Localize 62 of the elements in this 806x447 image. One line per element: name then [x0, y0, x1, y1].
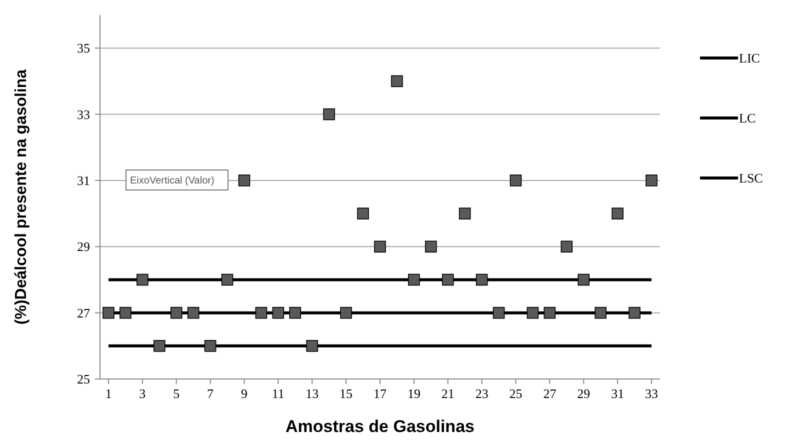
- point: [408, 274, 420, 286]
- y-tick-label: 29: [77, 239, 90, 254]
- x-tick-label: 25: [509, 386, 522, 401]
- y-tick-label: 31: [77, 173, 90, 188]
- point: [374, 240, 386, 253]
- x-tick-label: 9: [240, 386, 248, 401]
- point: [526, 306, 539, 319]
- point: [221, 274, 234, 286]
- point: [120, 306, 132, 319]
- x-tick-label: 31: [611, 386, 624, 401]
- point: [289, 306, 302, 319]
- x-axis-title: Amostras de Gasolinas: [286, 417, 474, 436]
- point: [357, 208, 369, 220]
- x-tick-label: 17: [374, 386, 387, 401]
- point: [238, 174, 250, 186]
- point: [510, 174, 522, 186]
- point: [187, 306, 200, 319]
- annotation: EixoVertical (Valor): [130, 176, 214, 186]
- x-tick-label: 5: [173, 386, 180, 401]
- x-tick-label: 33: [645, 386, 658, 401]
- legend-label: LC: [739, 110, 756, 126]
- x-tick-label: 21: [441, 386, 454, 401]
- x-tick-label: 19: [407, 386, 420, 401]
- point: [544, 306, 556, 319]
- point: [323, 108, 335, 120]
- x-tick-label: 29: [577, 386, 590, 401]
- x-tick-label: 13: [306, 386, 319, 401]
- point: [272, 306, 284, 319]
- point: [136, 274, 148, 286]
- x-tick-label: 3: [139, 386, 146, 401]
- point: [628, 306, 640, 319]
- y-tick-label: 25: [77, 372, 90, 387]
- point: [255, 306, 268, 319]
- point: [391, 75, 403, 88]
- x-tick-label: 27: [543, 386, 557, 401]
- x-tick-label: 7: [207, 386, 214, 401]
- y-tick-label: 27: [77, 305, 90, 320]
- x-tick-label: 15: [340, 386, 353, 401]
- point: [458, 208, 471, 220]
- y-tick-label: 35: [77, 40, 90, 56]
- point: [170, 306, 182, 319]
- y-tick-label: 33: [77, 106, 90, 122]
- point: [442, 274, 454, 286]
- point: [153, 340, 166, 352]
- x-tick-label: 11: [272, 386, 284, 401]
- legend-label: LIC: [739, 50, 760, 66]
- point: [612, 208, 624, 220]
- legend-label: LSC: [739, 170, 763, 186]
- point: [340, 306, 352, 319]
- x-tick-label: 1: [105, 386, 112, 401]
- point: [594, 306, 607, 319]
- point: [560, 240, 573, 253]
- x-tick-label: 23: [475, 386, 488, 401]
- y-axis-title: (%)Deálcool presente na gasolina: [13, 69, 30, 325]
- point: [646, 174, 658, 186]
- point: [492, 306, 505, 319]
- point: [578, 274, 590, 286]
- point: [204, 340, 216, 352]
- point: [476, 274, 488, 286]
- point: [306, 340, 318, 352]
- point: [425, 240, 437, 253]
- point: [102, 306, 114, 319]
